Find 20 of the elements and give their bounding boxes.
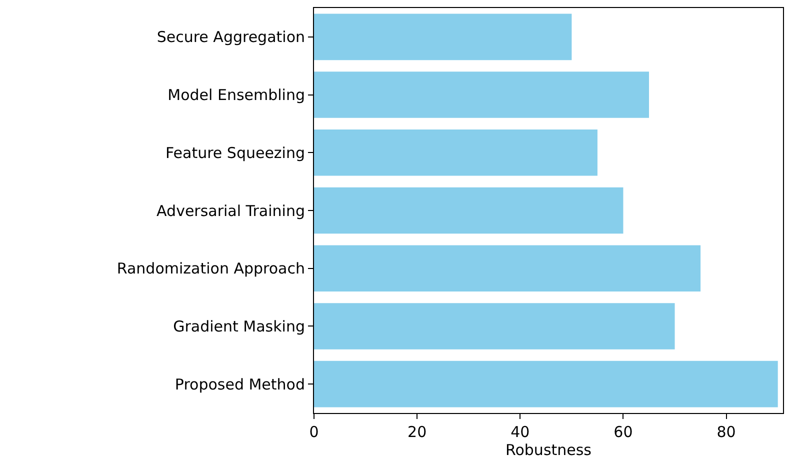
y-tick-label: Proposed Method <box>174 375 305 394</box>
bar <box>314 245 701 292</box>
x-tick-label: 80 <box>716 423 736 441</box>
x-tick-label: 0 <box>309 423 319 441</box>
x-tick-label: 60 <box>614 423 633 441</box>
y-tick-label: Model Ensembling <box>168 86 305 104</box>
x-tick-label: 20 <box>408 423 427 441</box>
y-tick-label: Adversarial Training <box>156 202 305 220</box>
bar <box>314 303 675 350</box>
bar <box>314 72 649 118</box>
bar <box>314 14 572 60</box>
y-tick-label: Gradient Masking <box>173 317 305 336</box>
y-tick-label: Randomization Approach <box>116 260 305 278</box>
y-tick-label: Secure Aggregation <box>156 28 305 46</box>
x-tick-label: 40 <box>510 423 530 441</box>
bar <box>314 360 778 408</box>
x-axis-title: Robustness <box>505 441 592 459</box>
y-tick-label: Feature Squeezing <box>165 144 305 162</box>
bar <box>314 187 624 234</box>
bar <box>314 130 598 176</box>
